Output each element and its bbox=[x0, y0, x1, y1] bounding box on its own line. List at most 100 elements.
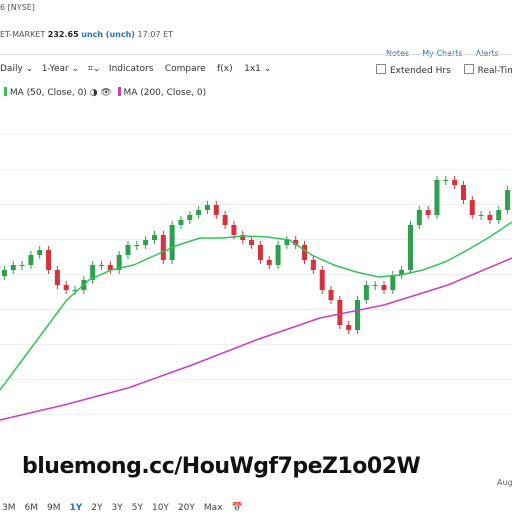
candle bbox=[178, 220, 184, 225]
candle bbox=[346, 325, 352, 330]
candle bbox=[310, 260, 316, 270]
candle bbox=[434, 180, 440, 215]
candle bbox=[151, 235, 157, 240]
candle bbox=[478, 215, 484, 216]
candle bbox=[293, 240, 299, 245]
candle bbox=[46, 250, 52, 270]
candle bbox=[505, 190, 511, 210]
legend: MA (50, Close, 0) ◑ 👁 MA (200, Close, 0) bbox=[4, 87, 206, 98]
range-button[interactable]: 5Y bbox=[131, 503, 143, 513]
divider bbox=[0, 54, 512, 55]
toolbar-left: Daily ⌄ 1-Year ⌄ ⌗⌄ Indicators Compare f… bbox=[0, 64, 272, 74]
candle bbox=[266, 260, 272, 265]
candle bbox=[1, 270, 7, 276]
candle bbox=[19, 265, 25, 266]
candle bbox=[275, 245, 281, 265]
calendar-icon[interactable]: 📅 bbox=[231, 503, 243, 513]
range-button[interactable]: 10Y bbox=[151, 503, 169, 513]
candle bbox=[10, 265, 16, 270]
indicators[interactable]: Indicators bbox=[108, 64, 154, 74]
quote-line: ET-MARKET 232.65 unch (unch) 17:07 ET bbox=[0, 30, 173, 39]
interval[interactable]: Daily bbox=[0, 64, 23, 74]
ma-line bbox=[0, 257, 512, 421]
candle bbox=[196, 210, 202, 215]
candle bbox=[443, 180, 449, 181]
legend-swatch bbox=[117, 87, 121, 96]
candle bbox=[213, 205, 219, 215]
header-links: Notes My Charts Alerts bbox=[386, 41, 499, 60]
price-chart bbox=[0, 100, 512, 445]
change: unch (unch) bbox=[81, 30, 135, 39]
fx[interactable]: f(x) bbox=[217, 64, 233, 74]
period[interactable]: 1-Year bbox=[41, 64, 69, 74]
candle bbox=[416, 210, 422, 225]
candle bbox=[284, 240, 290, 245]
real-time[interactable]: Real-Time bbox=[477, 66, 512, 76]
candle bbox=[222, 215, 228, 225]
checkbox[interactable] bbox=[376, 64, 386, 74]
candle bbox=[187, 215, 193, 220]
legend-entry: MA (50, Close, 0) bbox=[9, 88, 87, 98]
x-tick-label: Aug bbox=[497, 478, 512, 487]
watermark: bluemong.cc/HouWgf7peZ1o02W bbox=[22, 454, 421, 479]
range-button[interactable]: 3M bbox=[2, 503, 16, 513]
candle bbox=[372, 285, 378, 286]
candle bbox=[319, 270, 325, 290]
candle bbox=[160, 235, 166, 260]
candle bbox=[496, 210, 502, 220]
extended-hrs[interactable]: Extended Hrs bbox=[390, 66, 451, 76]
candle bbox=[125, 245, 131, 255]
candle bbox=[249, 240, 255, 245]
candle bbox=[63, 285, 69, 290]
candle bbox=[425, 210, 431, 215]
candle bbox=[302, 245, 308, 260]
candle bbox=[452, 180, 458, 185]
candle bbox=[99, 265, 105, 266]
candle bbox=[328, 290, 334, 300]
candle bbox=[355, 300, 361, 330]
candle bbox=[204, 205, 210, 210]
range-bar: 3M 6M 9M 1Y 2Y 3Y 5Y 10Y 20Y Max 📅 bbox=[2, 495, 252, 514]
candle bbox=[257, 245, 263, 260]
candle bbox=[143, 240, 149, 245]
range-button[interactable]: 2Y bbox=[91, 503, 103, 513]
candle bbox=[460, 185, 466, 200]
layout[interactable]: 1x1 bbox=[244, 64, 261, 74]
candle bbox=[381, 285, 387, 290]
candle bbox=[116, 255, 122, 270]
candle bbox=[399, 270, 405, 275]
legend-swatch bbox=[4, 87, 7, 96]
range-button[interactable]: 20Y bbox=[177, 503, 195, 513]
candle bbox=[37, 250, 43, 255]
range-button[interactable]: 6M bbox=[24, 503, 39, 513]
checkbox[interactable] bbox=[463, 64, 474, 74]
candle bbox=[469, 200, 475, 215]
exchange: 6 [NYSE] bbox=[0, 3, 35, 12]
range-button[interactable]: 9M bbox=[47, 503, 61, 513]
notes[interactable]: Notes bbox=[386, 49, 410, 58]
time: 17:07 ET bbox=[137, 30, 174, 39]
candle bbox=[169, 225, 175, 260]
candle bbox=[363, 285, 369, 300]
legend-entry: MA (200, Close, 0) bbox=[123, 88, 207, 98]
candle bbox=[28, 255, 34, 265]
candle bbox=[72, 290, 78, 291]
ma-line bbox=[0, 221, 512, 391]
price: 232.65 bbox=[47, 30, 79, 39]
candle bbox=[107, 265, 113, 270]
session: ET-MARKET bbox=[0, 30, 46, 39]
candle bbox=[231, 225, 237, 235]
candle bbox=[90, 265, 96, 280]
alerts[interactable]: Alerts bbox=[475, 49, 499, 58]
candle bbox=[390, 275, 396, 290]
candle bbox=[240, 235, 246, 240]
range-button[interactable]: 1Y bbox=[69, 503, 83, 513]
candle bbox=[337, 300, 343, 325]
range-button[interactable]: 3Y bbox=[111, 503, 123, 513]
range-button[interactable]: Max bbox=[203, 503, 223, 513]
candle bbox=[54, 270, 60, 285]
compare[interactable]: Compare bbox=[164, 64, 206, 74]
my-charts[interactable]: My Charts bbox=[422, 49, 463, 58]
candle bbox=[134, 245, 140, 246]
